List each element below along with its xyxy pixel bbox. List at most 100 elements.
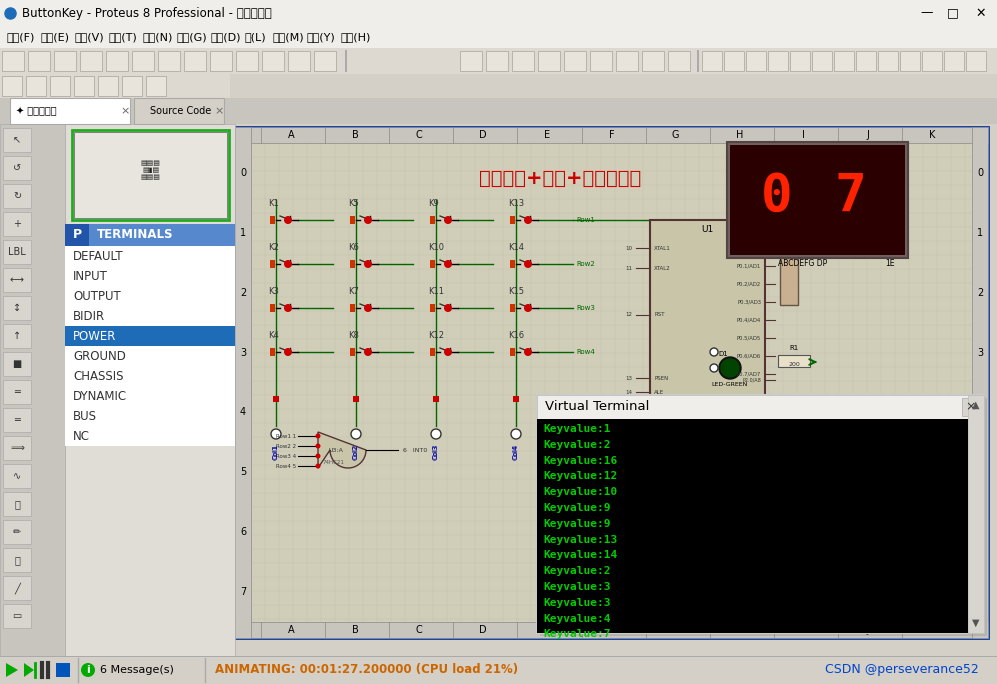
Circle shape [431,429,441,439]
Bar [3,436,31,460]
Text: 10: 10 [625,246,632,250]
Text: Col1  6: Col1 6 [620,417,642,423]
Circle shape [315,434,320,438]
Text: Keyvalue:9: Keyvalue:9 [543,503,610,513]
Text: R1: R1 [790,345,799,351]
Bar [768,51,788,71]
Text: Row3: Row3 [576,305,595,311]
Bar [350,304,355,312]
Bar [184,51,206,71]
Bar [273,396,279,402]
Text: ═: ═ [14,415,20,425]
Text: LBL: LBL [8,247,26,257]
Bar [3,324,31,348]
Text: Row4 5: Row4 5 [276,464,296,469]
Bar [0,74,230,98]
Text: 5: 5 [977,467,983,477]
Text: U3:A: U3:A [329,447,343,453]
Circle shape [315,453,320,458]
Text: Row1 1: Row1 1 [276,434,296,438]
Text: 11: 11 [625,265,632,270]
Text: Row1: Row1 [576,217,595,223]
Bar [3,548,31,572]
Bar [270,216,275,224]
Text: K3: K3 [268,287,279,296]
Bar [74,76,94,96]
Text: ×: × [121,106,130,116]
Text: Keyvalue:1: Keyvalue:1 [543,424,610,434]
Text: K8: K8 [348,331,359,340]
Bar [3,156,31,180]
Bar [3,604,31,628]
Bar [262,51,284,71]
Bar [345,50,347,72]
Bar [65,406,235,426]
Text: G: G [672,130,679,140]
Bar [968,395,984,633]
Circle shape [364,260,372,268]
Bar [235,127,988,638]
Text: ↕: ↕ [13,303,21,313]
Bar [746,51,766,71]
Bar [944,51,964,71]
Text: ╱: ╱ [14,582,20,594]
Bar [122,76,142,96]
Bar [0,0,997,26]
Text: 2: 2 [240,288,246,298]
Bar [780,205,798,305]
Text: U1: U1 [701,226,714,235]
Bar [834,51,854,71]
Text: P2.3/A11: P2.3/A11 [739,432,761,436]
Text: 🖼: 🖼 [14,555,20,565]
Text: K12: K12 [428,331,444,340]
Text: ▭: ▭ [12,611,22,621]
Bar [65,124,235,656]
Bar [235,127,988,143]
Text: 0: 0 [977,168,983,178]
Text: Col4: Col4 [513,445,519,460]
Bar [702,51,722,71]
Bar [65,346,235,366]
Text: 库(L): 库(L) [244,32,265,42]
Text: Keyvalue:2: Keyvalue:2 [543,440,610,450]
Circle shape [315,443,320,449]
Text: ▤▤▤
▤▮▤
▤▤▤: ▤▤▤ ▤▮▤ ▤▤▤ [141,160,161,180]
Text: 0: 0 [240,168,246,178]
Text: CSDN @perseverance52: CSDN @perseverance52 [826,663,979,676]
Circle shape [524,216,532,224]
Text: 1: 1 [240,228,246,238]
Text: DYNAMIC: DYNAMIC [73,389,128,402]
Text: 74HC21: 74HC21 [323,460,345,464]
Text: DEFAULT: DEFAULT [73,250,124,263]
Bar [724,51,744,71]
Text: Col2: Col2 [353,445,359,460]
Bar [54,51,76,71]
Text: F: F [609,625,614,635]
Text: H: H [736,625,744,635]
Bar [3,380,31,404]
Text: ALE: ALE [654,389,664,395]
Bar [2,76,22,96]
Bar [314,51,336,71]
Circle shape [284,260,292,268]
Bar [3,576,31,600]
Bar [50,76,70,96]
Bar [590,51,612,71]
Text: XTAL1: XTAL1 [654,246,671,250]
Bar [65,286,235,306]
Text: G: G [672,625,679,635]
Text: Keyvalue:4: Keyvalue:4 [543,614,610,624]
Bar [270,260,275,268]
Bar [537,395,984,419]
Text: K: K [929,130,935,140]
Text: 工具(T): 工具(T) [108,32,137,42]
Text: Row4: Row4 [576,349,595,355]
Text: 系统(Y): 系统(Y) [306,32,335,42]
Text: ↻: ↻ [13,191,21,201]
Text: Virtual Terminal: Virtual Terminal [545,401,649,414]
Bar [878,51,898,71]
Bar [3,184,31,208]
Text: Keyvalue:7: Keyvalue:7 [543,629,610,640]
Text: ↺: ↺ [13,163,21,173]
Text: TERMINALS: TERMINALS [97,228,173,241]
